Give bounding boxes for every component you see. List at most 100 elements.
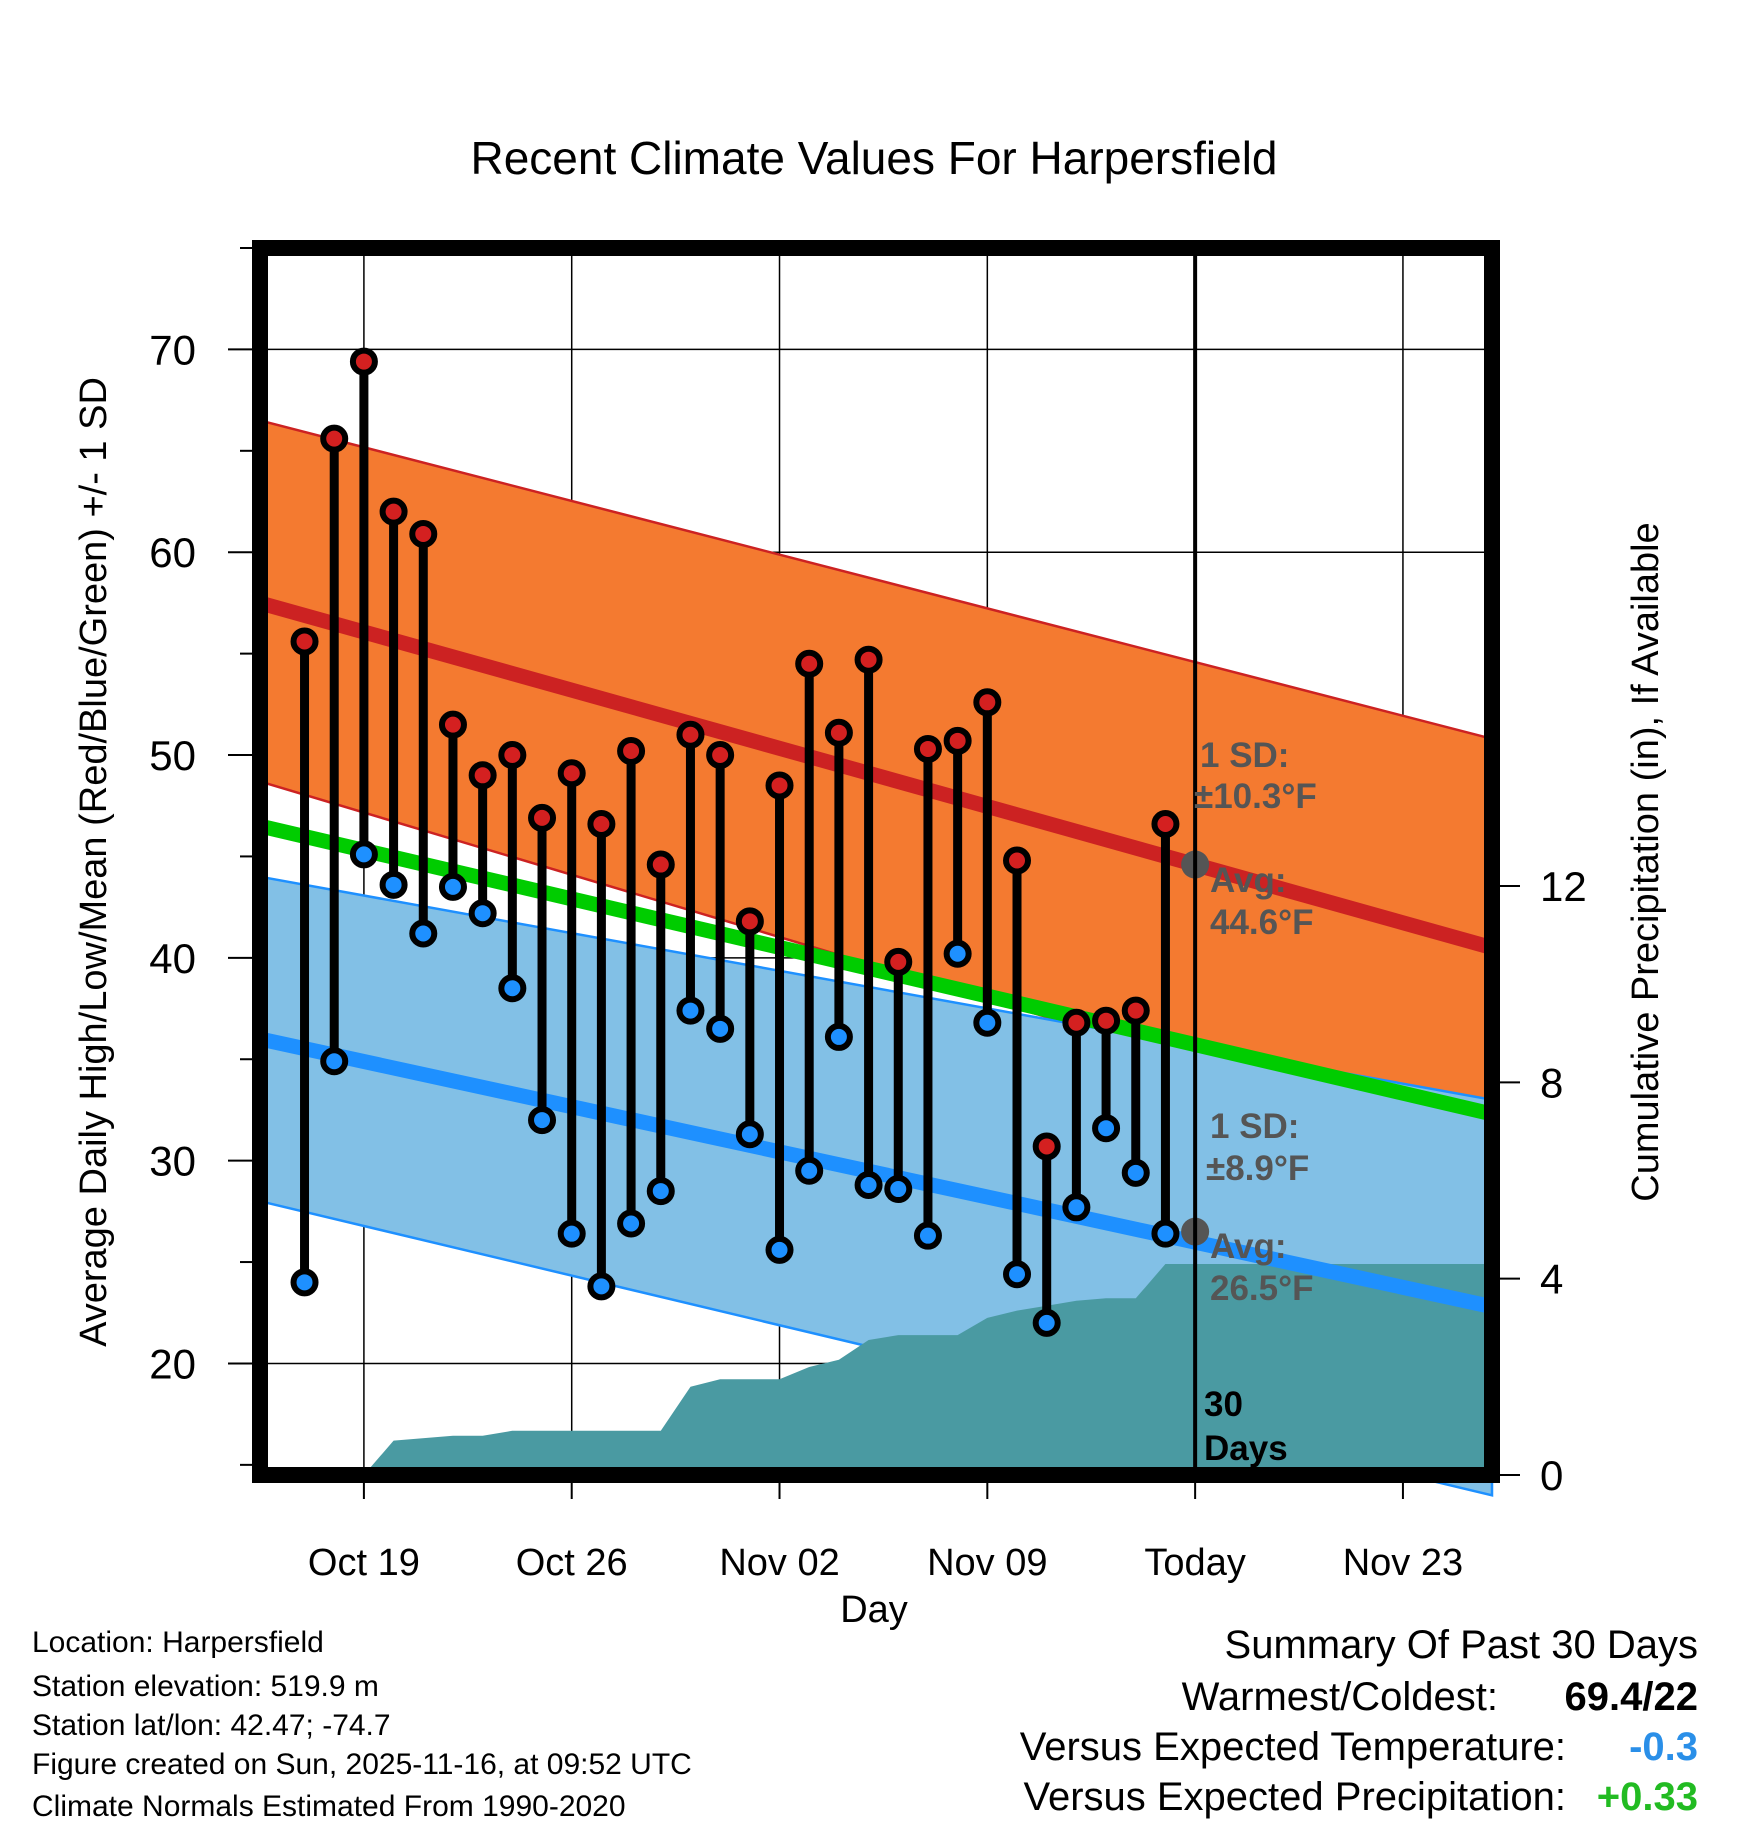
daily-low-point bbox=[765, 1235, 794, 1264]
normal-mean-line bbox=[258, 818, 1494, 1122]
y-right-tick-label: 12 bbox=[1540, 863, 1587, 910]
footer-created: Figure created on Sun, 2025-11-16, at 09… bbox=[32, 1748, 692, 1781]
daily-high-point bbox=[379, 497, 408, 526]
low-sd-label: 1 SD: bbox=[1210, 1107, 1299, 1146]
daily-low-point bbox=[795, 1156, 824, 1185]
daily-high-point bbox=[290, 627, 319, 656]
daily-high-point bbox=[438, 710, 467, 739]
daily-markers bbox=[290, 347, 1210, 1337]
footer-elevation: Station elevation: 519.9 m bbox=[32, 1670, 379, 1703]
precipitation-area bbox=[363, 1264, 1492, 1475]
daily-low-point bbox=[320, 1047, 349, 1076]
precip-cumulative-area bbox=[363, 1264, 1492, 1475]
normal-high-line bbox=[257, 595, 1495, 955]
daily-high-point bbox=[468, 761, 497, 790]
y-left-tick-label: 50 bbox=[149, 732, 196, 779]
daily-high-point bbox=[706, 741, 735, 770]
summary-precip-value: +0.33 bbox=[1596, 1775, 1698, 1819]
daily-high-point bbox=[320, 424, 349, 453]
daily-low-point bbox=[1032, 1308, 1061, 1337]
daily-high-point bbox=[735, 907, 764, 936]
daily-high-point bbox=[765, 771, 794, 800]
daily-high-point bbox=[587, 809, 616, 838]
days-window-count: 30 bbox=[1204, 1385, 1243, 1424]
y-left-tick-label: 70 bbox=[149, 326, 196, 373]
daily-low-point bbox=[1003, 1260, 1032, 1289]
daily-high-point bbox=[646, 850, 675, 879]
daily-high-point bbox=[884, 947, 913, 976]
daily-range-stems bbox=[300, 361, 1170, 1323]
daily-low-point bbox=[854, 1170, 883, 1199]
daily-high-point bbox=[913, 734, 942, 763]
daily-high-point bbox=[498, 741, 527, 770]
y-left-tick-label: 20 bbox=[149, 1340, 196, 1387]
daily-high-point bbox=[676, 720, 705, 749]
high-avg-value: 44.6°F bbox=[1210, 903, 1314, 942]
y-right-tick-label: 4 bbox=[1540, 1256, 1563, 1303]
daily-low-point bbox=[1092, 1114, 1121, 1143]
summary-precip-label: Versus Expected Precipitation: bbox=[1023, 1775, 1566, 1819]
daily-high-point bbox=[1032, 1132, 1061, 1161]
y-axis-left-label: Average Daily High/Low/Mean (Red/Blue/Gr… bbox=[73, 377, 115, 1347]
daily-low-point bbox=[498, 974, 527, 1003]
plot-frame bbox=[252, 240, 1500, 1483]
daily-high-point bbox=[1151, 809, 1180, 838]
daily-high-point bbox=[1062, 1008, 1091, 1037]
daily-high-point bbox=[824, 718, 853, 747]
daily-low-point bbox=[379, 870, 408, 899]
daily-high-point bbox=[528, 803, 557, 832]
daily-low-point bbox=[913, 1221, 942, 1250]
daily-high-point bbox=[349, 347, 378, 376]
daily-low-point bbox=[557, 1219, 586, 1248]
high-sd-label: 1 SD: bbox=[1200, 736, 1289, 775]
x-tick-label: Oct 26 bbox=[516, 1542, 628, 1584]
daily-low-point bbox=[735, 1120, 764, 1149]
daily-high-point bbox=[617, 736, 646, 765]
y-left-tick-label: 40 bbox=[149, 935, 196, 982]
days-window-unit: Days bbox=[1204, 1429, 1288, 1468]
daily-high-point bbox=[795, 649, 824, 678]
y-left-tick-label: 60 bbox=[149, 529, 196, 576]
high-avg-label: Avg: bbox=[1210, 861, 1286, 900]
daily-low-point bbox=[824, 1022, 853, 1051]
footer-location: Location: Harpersfield bbox=[32, 1626, 324, 1659]
daily-low-point bbox=[468, 899, 497, 928]
low-avg-value: 26.5°F bbox=[1210, 1269, 1314, 1308]
footer-normals: Climate Normals Estimated From 1990-2020 bbox=[32, 1790, 626, 1823]
summary-temp-value: -0.3 bbox=[1629, 1725, 1698, 1769]
high-sd-value: ±10.3°F bbox=[1194, 777, 1317, 816]
daily-low-point bbox=[646, 1177, 675, 1206]
axis-ticks: Oct 19 Oct 26 Nov 02 Nov 09 Today Nov 23 20 30 4… bbox=[149, 247, 1587, 1584]
daily-low-point bbox=[943, 939, 972, 968]
footer-latlon: Station lat/lon: 42.47; -74.7 bbox=[32, 1709, 391, 1742]
daily-low-point bbox=[617, 1209, 646, 1238]
y-right-tick-label: 8 bbox=[1540, 1059, 1563, 1106]
daily-low-point bbox=[409, 919, 438, 948]
daily-low-point bbox=[290, 1268, 319, 1297]
normal-lines bbox=[257, 595, 1495, 1314]
x-tick-label: Oct 19 bbox=[308, 1542, 420, 1584]
daily-high-point bbox=[557, 759, 586, 788]
daily-high-point bbox=[943, 726, 972, 755]
summary-warmest-label: Warmest/Coldest: bbox=[1181, 1675, 1498, 1719]
x-axis-label: Day bbox=[840, 1589, 908, 1631]
x-tick-label: Nov 09 bbox=[927, 1542, 1047, 1584]
summary-temp-label: Versus Expected Temperature: bbox=[1019, 1725, 1566, 1769]
daily-low-point bbox=[349, 840, 378, 869]
annotations: 1 SD: ±10.3°F Avg: 44.6°F 1 SD: ±8.9°F A… bbox=[1194, 736, 1317, 1468]
daily-high-point bbox=[1121, 996, 1150, 1025]
y-right-tick-label: 0 bbox=[1540, 1452, 1563, 1499]
daily-low-point bbox=[1062, 1193, 1091, 1222]
low-avg-label: Avg: bbox=[1210, 1227, 1286, 1266]
daily-high-point bbox=[1092, 1006, 1121, 1035]
summary-warmest-value: 69.4/22 bbox=[1564, 1675, 1698, 1719]
daily-low-point bbox=[528, 1106, 557, 1135]
chart-title: Recent Climate Values For Harpersfield bbox=[470, 132, 1277, 184]
x-tick-label: Nov 23 bbox=[1343, 1542, 1463, 1584]
daily-high-point bbox=[854, 645, 883, 674]
summary-title: Summary Of Past 30 Days bbox=[1224, 1623, 1698, 1667]
daily-high-point bbox=[1003, 846, 1032, 875]
y-axis-right-label: Cumulative Precipitation (in), If Availa… bbox=[1625, 522, 1667, 1201]
x-tick-label: Nov 02 bbox=[719, 1542, 839, 1584]
